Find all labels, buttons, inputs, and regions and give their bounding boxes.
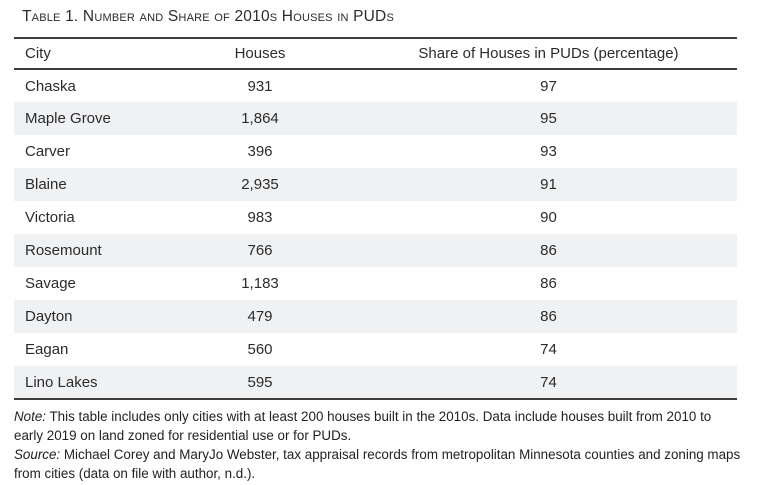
- cell-share: 86: [540, 242, 557, 259]
- source-text: Michael Corey and MaryJo Webster, tax ap…: [14, 447, 741, 481]
- table-row: Savage 1,183 86: [14, 267, 737, 300]
- table-row: Chaska 931 97: [14, 69, 737, 102]
- cell-city: Maple Grove: [25, 110, 111, 127]
- column-header-share: Share of Houses in PUDs (percentage): [360, 38, 737, 70]
- note-text: This table includes only cities with at …: [14, 409, 712, 443]
- table-title: Table 1. Number and Share of 2010s House…: [22, 8, 394, 25]
- cell-houses: 1,183: [241, 275, 279, 292]
- cell-share: 95: [540, 110, 557, 127]
- column-header-houses: Houses: [160, 38, 360, 70]
- table-row: Dayton 479 86: [14, 300, 737, 333]
- cell-city: Dayton: [25, 308, 73, 325]
- table-body: Chaska 931 97 Maple Grove 1,864 95 Carver 396 93…: [14, 69, 737, 399]
- cell-houses: 2,935: [241, 176, 279, 193]
- cell-houses: 396: [247, 143, 273, 160]
- cell-houses: 479: [247, 308, 273, 325]
- cell-city: Victoria: [25, 209, 75, 226]
- cell-houses: 766: [247, 242, 273, 259]
- column-header-city: City: [14, 38, 160, 70]
- cell-share: 86: [540, 308, 557, 325]
- cell-share: 93: [540, 143, 557, 160]
- cell-share: 86: [540, 275, 557, 292]
- table-notes: Note: This table includes only cities wi…: [14, 407, 741, 483]
- table-row: Lino Lakes 595 74: [14, 366, 737, 399]
- table-row: Victoria 983 90: [14, 201, 737, 234]
- cell-city: Savage: [25, 275, 76, 292]
- cell-houses: 595: [247, 373, 273, 391]
- cell-city: Lino Lakes: [25, 373, 98, 391]
- cell-share: 74: [540, 341, 557, 358]
- table-row: Rosemount 766 86: [14, 234, 737, 267]
- header-row: City Houses Share of Houses in PUDs (per…: [14, 38, 737, 70]
- puds-table: City Houses Share of Houses in PUDs (per…: [14, 37, 737, 400]
- source-label: Source:: [14, 447, 61, 462]
- table-row: Carver 396 93: [14, 135, 737, 168]
- table-row: Eagan 560 74: [14, 333, 737, 366]
- table-header: City Houses Share of Houses in PUDs (per…: [14, 38, 737, 70]
- cell-houses: 1,864: [241, 110, 279, 127]
- cell-houses: 931: [247, 77, 273, 95]
- cell-share: 74: [540, 373, 557, 391]
- cell-city: Blaine: [25, 176, 67, 193]
- cell-share: 90: [540, 209, 557, 226]
- table-row: Maple Grove 1,864 95: [14, 102, 737, 135]
- note-label: Note:: [14, 409, 47, 424]
- cell-share: 91: [540, 176, 557, 193]
- cell-houses: 983: [247, 209, 273, 226]
- cell-share: 97: [540, 77, 557, 95]
- cell-city: Carver: [25, 143, 71, 160]
- cell-city: Eagan: [25, 341, 69, 358]
- cell-city: Rosemount: [25, 242, 102, 259]
- table-row: Blaine 2,935 91: [14, 168, 737, 201]
- cell-city: Chaska: [25, 77, 76, 95]
- cell-houses: 560: [247, 341, 273, 358]
